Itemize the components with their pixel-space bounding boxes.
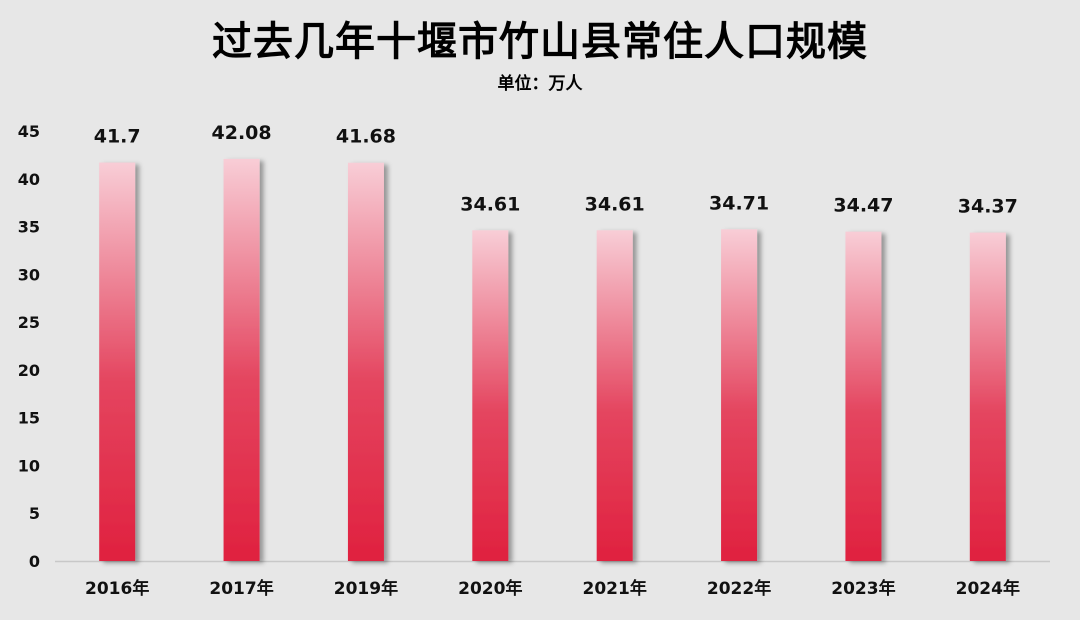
x-tick-label: 2024年 <box>956 578 1020 599</box>
y-tick-label: 15 <box>18 409 40 428</box>
bar <box>347 162 384 562</box>
data-label: 34.61 <box>585 193 645 215</box>
bar <box>472 230 509 561</box>
chart-title: 过去几年十堰市竹山县常住人口规模 <box>212 19 868 65</box>
data-label: 41.7 <box>94 126 141 148</box>
x-tick-label: 2017年 <box>209 578 273 599</box>
y-tick-label: 30 <box>18 265 40 284</box>
y-tick-label: 0 <box>29 552 40 571</box>
data-label: 34.47 <box>833 195 893 217</box>
x-tick-label: 2022年 <box>707 578 771 599</box>
data-label: 42.08 <box>212 122 272 144</box>
y-tick-label: 20 <box>18 361 40 380</box>
bar <box>596 230 633 561</box>
y-tick-label: 5 <box>29 504 40 523</box>
bar <box>223 158 260 561</box>
bar <box>845 231 882 561</box>
y-tick-label: 10 <box>18 456 40 475</box>
x-tick-label: 2020年 <box>458 578 522 599</box>
x-tick-label: 2016年 <box>85 578 149 599</box>
data-label: 41.68 <box>336 126 396 148</box>
data-label: 34.37 <box>958 196 1018 218</box>
data-label: 34.71 <box>709 192 769 214</box>
bar <box>99 162 136 562</box>
x-tick-label: 2021年 <box>583 578 647 599</box>
bar <box>969 232 1006 561</box>
data-label: 34.61 <box>460 193 520 215</box>
y-tick-label: 25 <box>18 313 40 332</box>
x-tick-label: 2023年 <box>831 578 895 599</box>
y-tick-label: 35 <box>18 218 40 237</box>
y-tick-label: 45 <box>18 122 40 141</box>
chart-subtitle: 单位：万人 <box>497 74 583 94</box>
y-tick-label: 40 <box>18 170 40 189</box>
bar <box>721 229 758 561</box>
x-tick-label: 2019年 <box>334 578 398 599</box>
